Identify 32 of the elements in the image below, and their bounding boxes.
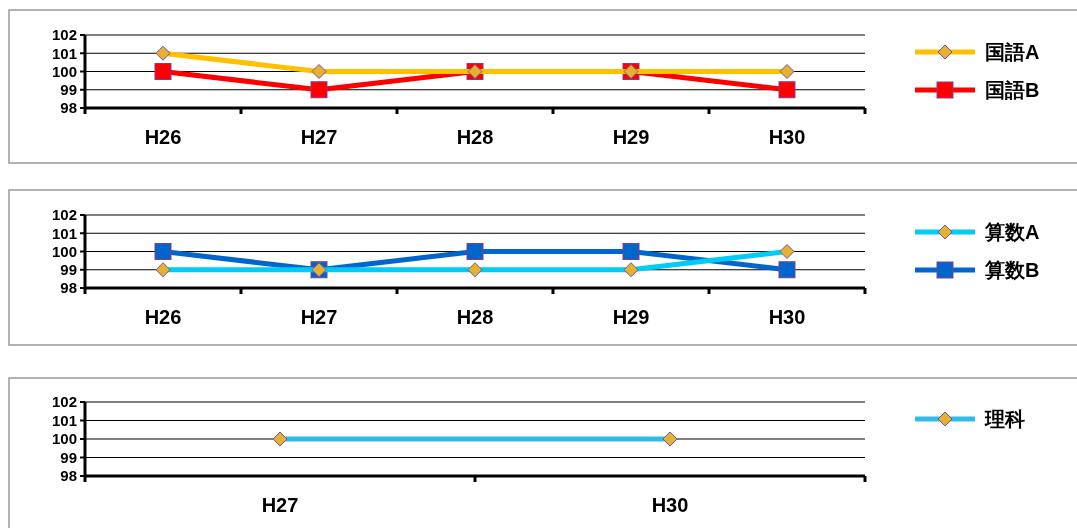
y-tick-label: 102 (51, 26, 77, 44)
y-tick-label: 101 (51, 224, 77, 242)
y-tick-label: 99 (60, 448, 77, 466)
x-tick-label: H29 (612, 126, 650, 148)
y-tick-label: 98 (60, 99, 77, 117)
x-tick-label: H29 (612, 306, 650, 328)
legend-label: 国語B (985, 79, 1040, 101)
x-tick-label: H27 (300, 126, 338, 148)
legend-label: 理科 (984, 408, 1025, 430)
y-tick-label: 99 (60, 81, 77, 98)
y-tick-label: 102 (51, 206, 77, 224)
legend-label: 算数A (984, 221, 1040, 243)
x-tick-label: H30 (768, 126, 806, 148)
y-tick-label: 100 (51, 62, 77, 80)
x-tick-label: H26 (144, 306, 182, 328)
y-tick-label: 101 (51, 44, 77, 62)
y-tick-label: 99 (60, 261, 77, 278)
x-tick-label: H28 (456, 306, 494, 328)
y-tick-label: 100 (51, 242, 77, 260)
legend-label: 算数B (984, 259, 1040, 281)
y-tick-label: 100 (51, 430, 77, 448)
y-tick-label: 98 (60, 467, 77, 485)
x-tick-label: H27 (261, 494, 299, 516)
y-tick-label: 102 (51, 393, 77, 411)
legend-label: 国語A (985, 41, 1040, 63)
x-tick-label: H26 (144, 126, 182, 148)
x-tick-label: H28 (456, 126, 494, 148)
y-tick-label: 98 (60, 279, 77, 297)
y-tick-label: 101 (51, 411, 77, 429)
x-tick-label: H27 (300, 306, 338, 328)
x-tick-label: H30 (651, 494, 689, 516)
x-tick-label: H30 (768, 306, 806, 328)
